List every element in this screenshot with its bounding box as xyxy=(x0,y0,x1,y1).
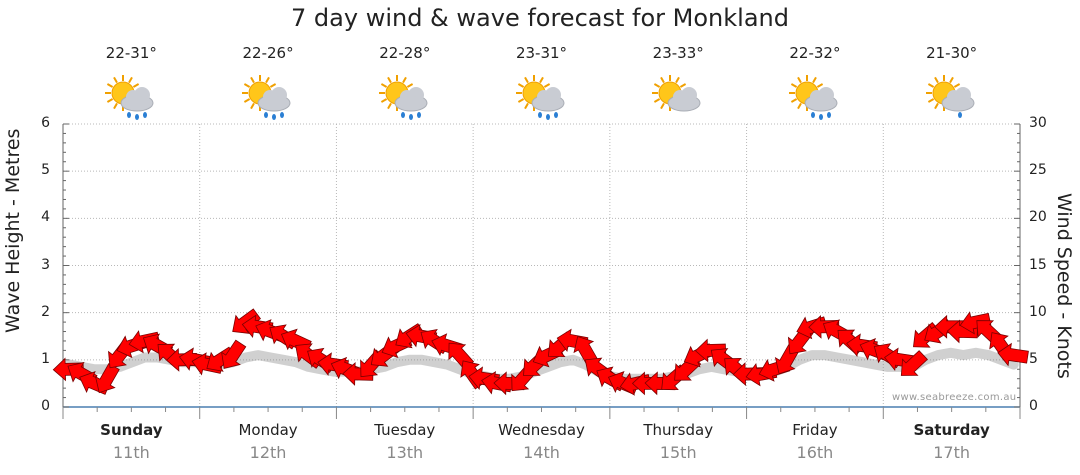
y-tick-left: 4 xyxy=(41,209,50,226)
y-tick-left: 1 xyxy=(41,350,50,367)
rain-drop xyxy=(127,112,132,118)
cloud xyxy=(257,87,291,112)
rain-drop xyxy=(545,114,550,120)
date-label: 14th xyxy=(523,443,560,462)
date-label: 17th xyxy=(933,443,971,462)
sun-cloud-rain-icon xyxy=(515,75,564,120)
sun-cloud-rain-icon xyxy=(788,75,838,120)
day-label: Tuesday xyxy=(374,421,436,439)
wind-arrow xyxy=(959,311,992,335)
cloud xyxy=(941,87,975,112)
rain-drop xyxy=(135,114,140,120)
sun-cloud-rain-icon xyxy=(378,75,428,120)
rain-drop xyxy=(957,112,962,118)
rain-drop xyxy=(143,112,148,118)
rain-drop xyxy=(416,112,421,118)
y-tick-left: 2 xyxy=(41,303,50,320)
chart-title: 7 day wind & wave forecast for Monkland xyxy=(291,4,789,32)
date-label: 15th xyxy=(659,443,697,462)
rain-drop xyxy=(408,114,413,120)
wind-arrow xyxy=(94,363,120,394)
date-label: 12th xyxy=(249,443,287,462)
sun-cloud-rain-icon xyxy=(242,75,291,120)
rain-drop xyxy=(400,112,405,118)
sun-cloud-light-rain-icon xyxy=(925,75,975,118)
temperature-range: 22-32° xyxy=(789,44,841,62)
day-label: Friday xyxy=(792,421,838,439)
cloud xyxy=(667,87,701,112)
cloud xyxy=(804,87,838,112)
y-tick-right: 15 xyxy=(1029,256,1047,273)
day-label: Thursday xyxy=(643,421,714,439)
day-label: Wednesday xyxy=(498,421,585,439)
cloud xyxy=(531,87,564,112)
day-label: Monday xyxy=(238,421,298,439)
sun-cloud-icon xyxy=(652,75,701,112)
y-tick-right: 5 xyxy=(1029,350,1038,367)
credit-text: www.seabreeze.com.au xyxy=(892,392,1017,403)
rain-drop xyxy=(280,112,285,118)
y-tick-right: 10 xyxy=(1029,303,1047,320)
rain-drop xyxy=(818,114,823,120)
date-label: 13th xyxy=(386,443,424,462)
day-label: Saturday xyxy=(913,421,990,439)
day-label: Sunday xyxy=(100,421,163,439)
wind-arrow xyxy=(573,335,599,367)
cloud xyxy=(394,87,428,112)
temperature-range: 22-26° xyxy=(242,44,294,62)
date-label: 16th xyxy=(796,443,834,462)
rain-drop xyxy=(537,112,542,118)
y-tick-left: 3 xyxy=(41,256,50,273)
rain-drop xyxy=(810,112,815,118)
y-tick-right: 20 xyxy=(1029,209,1047,226)
wind-arrow xyxy=(997,342,1029,367)
rain-drop xyxy=(553,112,558,118)
rain-drop xyxy=(826,112,831,118)
sun-cloud-rain-icon xyxy=(105,75,154,120)
temperature-range: 22-31° xyxy=(105,44,157,62)
cloud xyxy=(120,87,154,112)
temperature-range: 21-30° xyxy=(926,44,978,62)
y-tick-right: 30 xyxy=(1029,115,1047,131)
rain-drop xyxy=(272,114,277,120)
date-label: 11th xyxy=(112,443,150,462)
y-tick-right: 25 xyxy=(1029,162,1047,179)
temperature-range: 23-31° xyxy=(515,44,568,62)
y-tick-left: 0 xyxy=(41,398,50,414)
wind-arrow xyxy=(900,350,928,376)
y-tick-left: 5 xyxy=(41,162,50,179)
y-tick-right: 0 xyxy=(1029,398,1038,414)
rain-drop xyxy=(264,112,269,118)
wind-arrow xyxy=(221,339,247,369)
y-tick-left: 6 xyxy=(41,115,50,131)
temperature-range: 22-28° xyxy=(379,44,431,62)
temperature-range: 23-33° xyxy=(652,44,704,62)
